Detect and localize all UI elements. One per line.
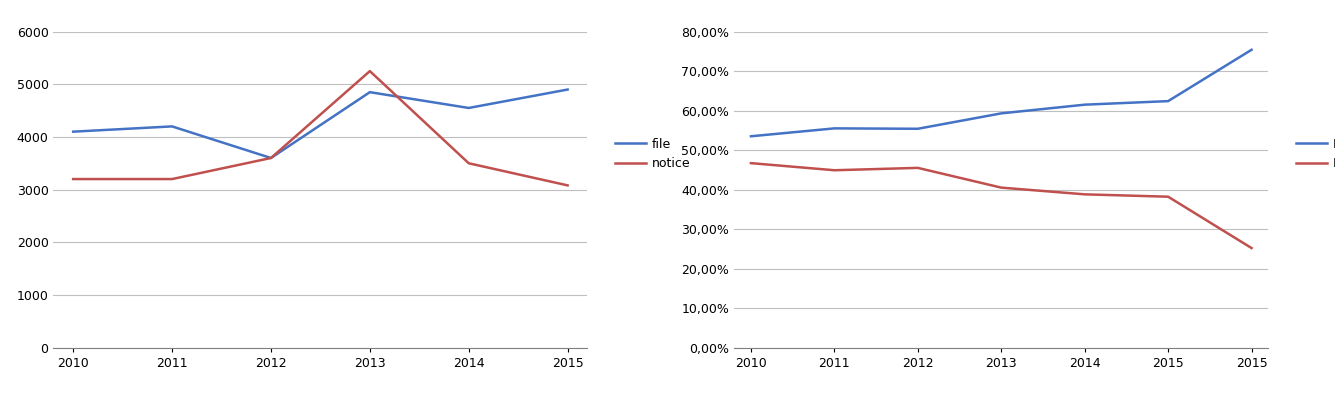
Notice: [1244, 246, 1260, 250]
file: [559, 87, 575, 92]
file: [263, 156, 279, 160]
Line: file: file: [73, 90, 567, 158]
notice: [65, 177, 81, 181]
FT: [993, 111, 1009, 116]
file: [164, 124, 180, 129]
FT: [1160, 99, 1176, 103]
file: [65, 129, 81, 134]
Line: notice: notice: [73, 71, 567, 185]
Line: FT: FT: [752, 50, 1252, 136]
Notice: [993, 185, 1009, 190]
Notice: [1160, 194, 1176, 199]
notice: [461, 161, 477, 166]
file: [461, 105, 477, 110]
FT: [1076, 102, 1092, 107]
Notice: [744, 161, 760, 166]
notice: [559, 183, 575, 188]
notice: [164, 177, 180, 181]
Notice: [826, 168, 842, 173]
Notice: [910, 166, 926, 170]
Legend: file, notice: file, notice: [610, 133, 696, 175]
FT: [744, 134, 760, 139]
Notice: [1076, 192, 1092, 197]
notice: [362, 69, 378, 73]
FT: [1244, 47, 1260, 52]
file: [362, 90, 378, 94]
FT: [826, 126, 842, 131]
FT: [910, 126, 926, 131]
Line: Notice: Notice: [752, 163, 1252, 248]
notice: [263, 156, 279, 160]
Legend: FT, Notice: FT, Notice: [1291, 133, 1335, 175]
